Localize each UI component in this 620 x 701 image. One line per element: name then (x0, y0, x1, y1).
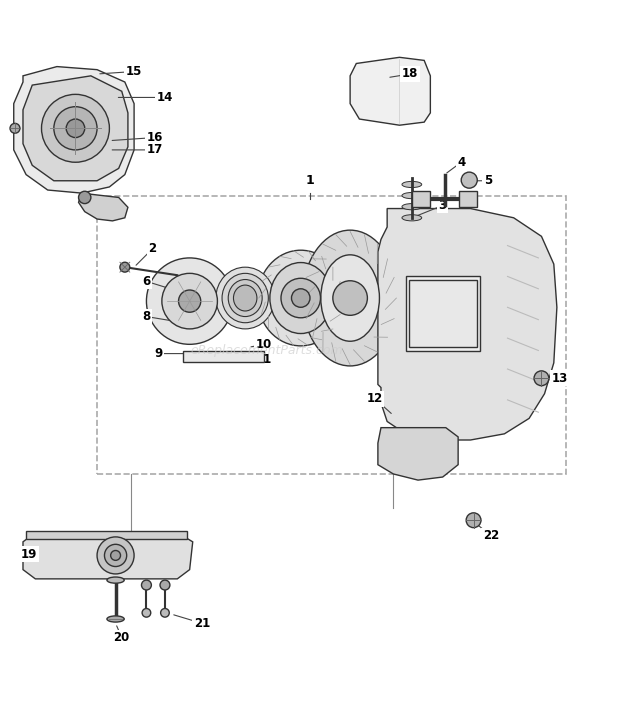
Circle shape (141, 580, 151, 590)
Polygon shape (378, 208, 557, 440)
Bar (412, 191, 430, 207)
Ellipse shape (107, 577, 124, 583)
Ellipse shape (402, 182, 422, 188)
Text: 22: 22 (483, 529, 499, 542)
Circle shape (146, 258, 233, 344)
Circle shape (461, 172, 477, 188)
Bar (97, 196, 566, 474)
Text: 18: 18 (402, 67, 418, 81)
Circle shape (104, 544, 126, 566)
Ellipse shape (257, 250, 344, 346)
Circle shape (534, 371, 549, 386)
Text: 9: 9 (154, 347, 163, 360)
Circle shape (10, 123, 20, 133)
Ellipse shape (216, 267, 275, 329)
Ellipse shape (234, 285, 257, 311)
Ellipse shape (303, 230, 398, 366)
Circle shape (97, 537, 134, 574)
Bar (26, 531, 187, 539)
Ellipse shape (270, 263, 332, 334)
Polygon shape (350, 57, 430, 125)
Bar (409, 280, 477, 348)
Circle shape (160, 580, 170, 590)
Text: 2: 2 (149, 242, 157, 255)
Circle shape (66, 119, 85, 137)
Circle shape (110, 550, 120, 560)
Text: 16: 16 (146, 131, 162, 144)
Ellipse shape (402, 215, 422, 221)
Circle shape (54, 107, 97, 150)
Ellipse shape (402, 203, 422, 210)
Text: 14: 14 (157, 91, 173, 104)
Bar (184, 350, 264, 362)
Text: 4: 4 (457, 156, 466, 169)
Polygon shape (23, 76, 128, 181)
Text: 5: 5 (484, 175, 492, 187)
Ellipse shape (402, 193, 422, 198)
Text: 20: 20 (113, 631, 130, 644)
Polygon shape (23, 533, 193, 579)
Circle shape (120, 262, 130, 272)
Polygon shape (378, 428, 458, 480)
Ellipse shape (321, 255, 379, 341)
Text: eReplacementParts.com: eReplacementParts.com (190, 344, 343, 357)
Circle shape (42, 95, 109, 162)
Circle shape (466, 513, 481, 528)
Text: 3: 3 (438, 199, 447, 212)
Text: 17: 17 (146, 144, 162, 156)
Circle shape (179, 290, 201, 312)
Text: 6: 6 (143, 275, 151, 288)
Bar (405, 276, 480, 350)
Circle shape (162, 273, 218, 329)
Text: 19: 19 (21, 547, 37, 561)
Polygon shape (79, 193, 128, 221)
Circle shape (142, 608, 151, 617)
Polygon shape (14, 67, 134, 193)
Ellipse shape (107, 616, 124, 622)
Circle shape (281, 278, 321, 318)
Bar (459, 191, 477, 207)
Ellipse shape (228, 280, 262, 317)
Ellipse shape (222, 273, 268, 322)
Text: 1: 1 (306, 175, 314, 187)
Circle shape (333, 281, 368, 315)
Circle shape (79, 191, 91, 203)
Circle shape (161, 608, 169, 617)
Text: 10: 10 (255, 338, 272, 350)
Text: 21: 21 (194, 617, 210, 629)
Text: 8: 8 (143, 310, 151, 323)
Text: 13: 13 (552, 372, 568, 385)
Circle shape (291, 289, 310, 307)
Text: 11: 11 (255, 353, 272, 366)
Text: 7: 7 (170, 288, 179, 301)
Text: 15: 15 (126, 65, 142, 78)
Text: 12: 12 (366, 392, 383, 405)
